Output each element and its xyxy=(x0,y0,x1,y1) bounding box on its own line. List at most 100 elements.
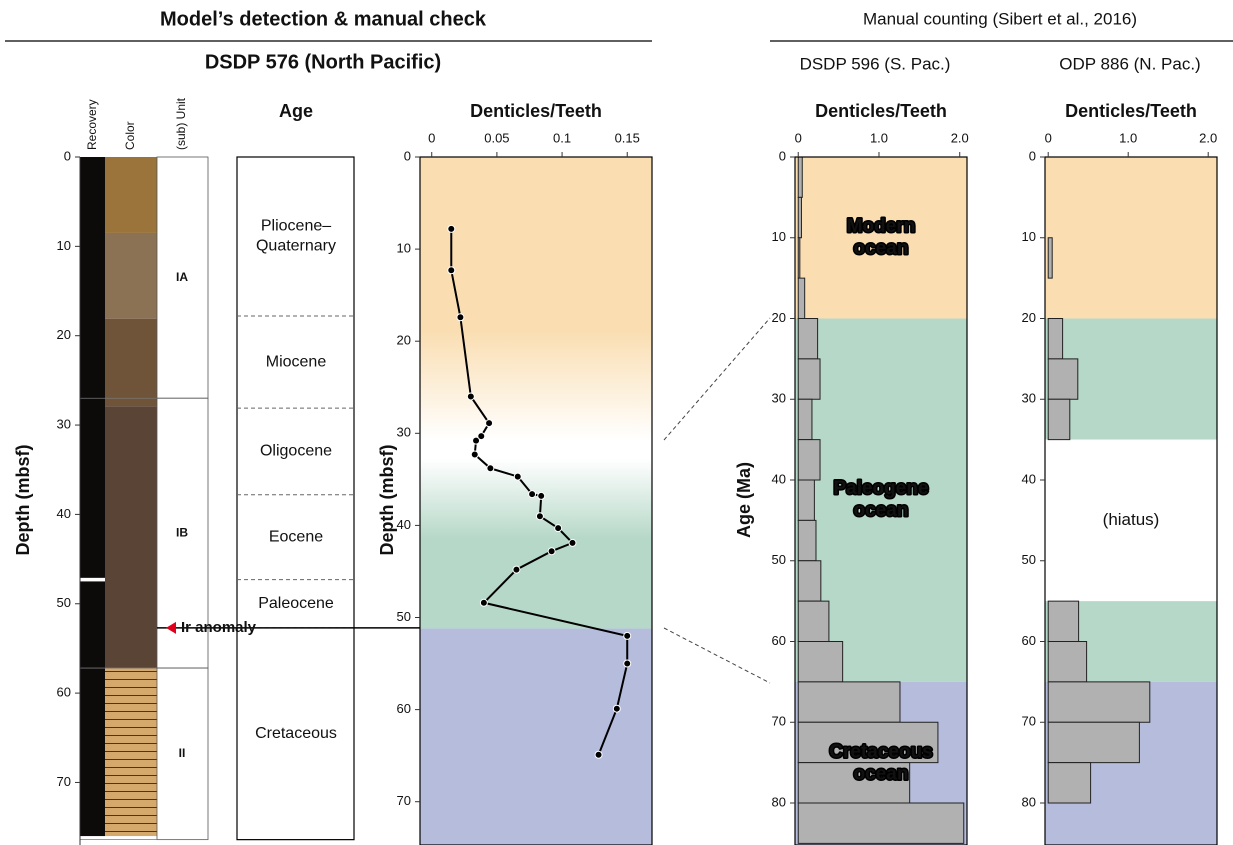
x-tick-label: 0.05 xyxy=(484,130,509,145)
y-tick-label: 30 xyxy=(57,416,71,431)
bar xyxy=(1047,681,1151,723)
bar xyxy=(1047,641,1088,683)
y-tick-label: 80 xyxy=(772,794,786,809)
bar xyxy=(797,277,806,320)
sediment-color xyxy=(105,157,157,233)
bar xyxy=(797,318,819,360)
y-tick-label: 50 xyxy=(772,552,786,567)
age-box xyxy=(236,156,355,841)
y-tick-label: 0 xyxy=(404,148,411,163)
data-line xyxy=(450,228,629,756)
bar xyxy=(797,560,822,602)
y-tick-label: 70 xyxy=(397,793,411,808)
data-point xyxy=(447,266,456,275)
data-point xyxy=(623,659,632,668)
header-title: Model’s detection & manual check xyxy=(160,8,487,30)
data-point xyxy=(554,524,563,533)
data-point xyxy=(479,598,488,607)
y-tick-label: 70 xyxy=(57,774,71,789)
y-tick-label: 70 xyxy=(772,714,786,729)
bar xyxy=(797,721,939,764)
recovery-interval xyxy=(80,157,105,578)
age-label: Quaternary xyxy=(256,238,336,255)
y-tick-label: 80 xyxy=(1022,794,1036,809)
x-tick-label: 2.0 xyxy=(1199,130,1217,145)
bar xyxy=(797,802,965,844)
bar xyxy=(797,237,801,279)
y-tick-label: 60 xyxy=(772,633,786,648)
x-tick-label: 2.0 xyxy=(951,130,969,145)
zone xyxy=(1045,439,1217,602)
site-title: DSDP 576 (North Pacific) xyxy=(205,51,441,73)
unit-box xyxy=(156,667,209,841)
unit-label: II xyxy=(179,746,186,760)
bar xyxy=(797,641,844,683)
y-tick-label: 60 xyxy=(57,685,71,700)
sediment-color xyxy=(105,318,157,407)
y-tick-label: 10 xyxy=(772,229,786,244)
y-tick-label: 0 xyxy=(779,148,786,163)
data-point xyxy=(537,491,546,500)
bar xyxy=(797,479,815,521)
bar xyxy=(1047,600,1080,643)
data-point xyxy=(568,538,577,547)
y-tick-label: 60 xyxy=(397,701,411,716)
column-label: Age xyxy=(279,101,313,121)
y-tick-label: 20 xyxy=(57,327,71,342)
data-point xyxy=(477,432,486,441)
frame xyxy=(794,156,968,845)
chart-title: Denticles/Teeth xyxy=(1065,101,1197,121)
bar xyxy=(797,600,830,643)
bar xyxy=(797,156,803,198)
y-tick-label: 40 xyxy=(772,471,786,486)
data-point xyxy=(472,436,481,445)
age-label: Eocene xyxy=(269,528,323,545)
y-tick-label: 40 xyxy=(397,517,411,532)
y-tick-label: 30 xyxy=(1022,391,1036,406)
charts: IA IB II Pliocene– Quaternary Miocene Oligocen… xyxy=(13,97,1218,845)
zone-label: ocean xyxy=(854,763,909,784)
site-title: ODP 886 (N. Pac.) xyxy=(1059,54,1200,73)
zone-label: ocean xyxy=(854,238,909,259)
bar xyxy=(797,196,802,239)
column-label: (sub) Unit xyxy=(174,97,188,150)
data-point xyxy=(456,313,465,322)
y-tick-label: 30 xyxy=(397,425,411,440)
sediment-hatch xyxy=(105,668,157,837)
x-tick-label: 0.15 xyxy=(615,130,640,145)
y-tick-label: 50 xyxy=(57,595,71,610)
bar xyxy=(797,439,821,481)
connector xyxy=(663,627,771,684)
y-tick-label: 30 xyxy=(772,391,786,406)
y-tick-label: 20 xyxy=(772,310,786,325)
bar xyxy=(1047,721,1140,764)
y-tick-label: 10 xyxy=(397,241,411,256)
zone xyxy=(795,157,967,319)
x-tick-label: 1.0 xyxy=(1119,130,1137,145)
y-tick-label: 0 xyxy=(1029,148,1036,163)
bar xyxy=(1047,398,1071,441)
data-point xyxy=(513,472,522,481)
header-title: Manual counting (Sibert et al., 2016) xyxy=(863,9,1137,28)
data-point xyxy=(528,490,537,499)
x-tick-label: 0.1 xyxy=(553,130,571,145)
chart-title: Denticles/Teeth xyxy=(815,101,947,121)
data-point xyxy=(485,419,494,428)
zone xyxy=(1045,157,1217,319)
bar xyxy=(797,762,911,804)
background-upper xyxy=(420,157,652,629)
y-tick-label: 0 xyxy=(64,148,71,163)
y-axis-label: Depth (mbsf) xyxy=(377,445,397,556)
unit-label: IB xyxy=(176,525,188,539)
connector xyxy=(663,317,771,441)
age-label: Oligocene xyxy=(260,443,332,460)
data-point xyxy=(512,565,521,574)
frame xyxy=(419,156,653,845)
column-label: Recovery xyxy=(85,99,99,150)
x-tick-label: 1.0 xyxy=(870,130,888,145)
ir-anomaly-arrow xyxy=(166,621,176,634)
y-tick-label: 20 xyxy=(1022,310,1036,325)
y-tick-label: 50 xyxy=(397,609,411,624)
background-lower xyxy=(420,628,652,845)
bar xyxy=(1047,358,1079,400)
